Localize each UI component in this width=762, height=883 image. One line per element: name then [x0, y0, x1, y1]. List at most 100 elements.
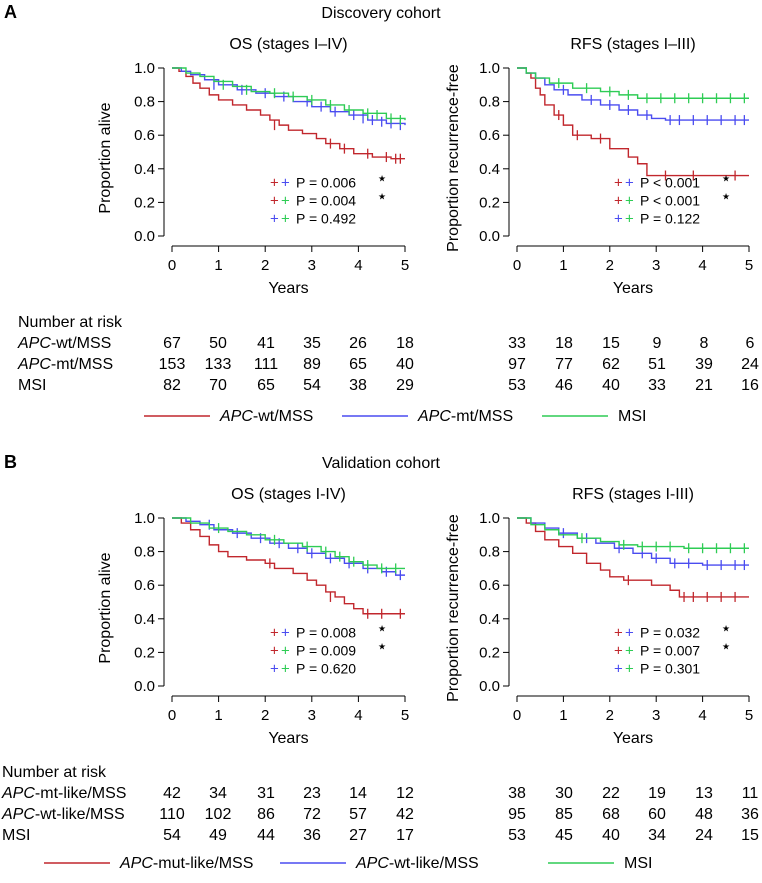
gene-name: APC: [17, 335, 51, 352]
gene-name: APC: [119, 855, 153, 872]
risk-count-os: 67: [163, 335, 181, 352]
risk-count-rfs: 6: [746, 335, 755, 352]
risk-count-rfs: 33: [648, 377, 666, 394]
annotation-plus-green: +: [281, 192, 290, 209]
risk-row-label: APC-wt-like/MSS: [1, 806, 125, 823]
risk-count-rfs: 48: [695, 806, 713, 823]
annotation-plus-red: +: [270, 174, 279, 191]
annotation-plus-red: +: [614, 642, 623, 659]
chart-title: RFS (stages I-III): [572, 486, 694, 503]
risk-count-rfs: 8: [700, 335, 709, 352]
panel-label: A: [4, 2, 17, 22]
x-tick-label: 5: [401, 257, 409, 274]
x-tick-label: 4: [354, 707, 362, 724]
x-tick-label: 2: [606, 707, 614, 724]
x-tick-label: 5: [401, 707, 409, 724]
risk-count-rfs: 45: [555, 827, 573, 844]
y-tick-label: 1.0: [479, 60, 500, 77]
annotation-plus-blue: +: [281, 624, 290, 641]
risk-count-rfs: 16: [741, 377, 759, 394]
annotation-plus-red: +: [614, 624, 623, 641]
y-axis-label: Proportion recurrence-free: [445, 64, 462, 252]
annotation-plus-blue: +: [270, 660, 279, 677]
y-tick-label: 0.4: [479, 611, 500, 628]
risk-row-label: APC-mt/MSS: [17, 356, 113, 373]
p-value: P = 0.006: [296, 174, 356, 190]
risk-count-os: 29: [396, 377, 414, 394]
risk-count-rfs: 68: [602, 806, 620, 823]
row-suffix: MSI: [18, 377, 46, 394]
chart-title: RFS (stages I–III): [570, 36, 695, 53]
legend-suffix: -mut-like/MSS: [153, 855, 253, 872]
row-suffix: -mt/MSS: [51, 356, 113, 373]
p-value: P = 0.009: [296, 642, 356, 658]
x-tick-label: 4: [698, 707, 706, 724]
risk-count-os: 110: [159, 806, 185, 823]
x-tick-label: 5: [745, 707, 753, 724]
x-axis-label: Years: [268, 280, 308, 297]
x-tick-label: 0: [513, 707, 521, 724]
x-axis-label: Years: [613, 280, 653, 297]
risk-count-rfs: 11: [742, 785, 759, 802]
row-suffix: -wt/MSS: [51, 335, 111, 352]
risk-count-rfs: 40: [602, 377, 620, 394]
y-tick-label: 0.4: [134, 611, 155, 628]
y-axis-label: Proportion recurrence-free: [445, 514, 462, 702]
risk-count-os: 72: [303, 806, 321, 823]
risk-row-label: MSI: [18, 377, 46, 394]
risk-count-os: 44: [257, 827, 275, 844]
km-curve-blue: [517, 67, 749, 121]
y-tick-label: 0.0: [134, 678, 155, 695]
x-tick-label: 1: [559, 257, 567, 274]
risk-count-rfs: 15: [741, 827, 759, 844]
risk-count-rfs: 24: [741, 356, 759, 373]
risk-count-os: 17: [396, 827, 414, 844]
risk-count-rfs: 85: [555, 806, 573, 823]
annotation-plus-green: +: [281, 660, 290, 677]
risk-count-rfs: 97: [508, 356, 526, 373]
p-value: P = 0.122: [640, 210, 700, 226]
risk-row-label: MSI: [2, 827, 30, 844]
x-tick-label: 3: [652, 707, 660, 724]
risk-count-os: 12: [396, 785, 414, 802]
risk-count-os: 42: [163, 785, 181, 802]
x-tick-label: 0: [168, 257, 176, 274]
risk-count-rfs: 18: [555, 335, 573, 352]
cohort-title: Validation cohort: [322, 455, 441, 472]
x-tick-label: 2: [261, 257, 269, 274]
risk-count-os: 14: [349, 785, 367, 802]
panel-a: A Discovery cohort OS (stages I–IV) 0.0 0.2 0…: [4, 2, 759, 425]
risk-count-rfs: 21: [695, 377, 713, 394]
x-tick-label: 0: [513, 257, 521, 274]
panel-b: B Validation cohort OS (stages I-IV) 0.0 0.2…: [1, 452, 759, 872]
legend-label: APC-mut-like/MSS: [119, 855, 253, 872]
risk-count-os: 41: [257, 335, 275, 352]
risk-count-os: 23: [303, 785, 321, 802]
risk-count-os: 102: [205, 806, 232, 823]
risk-count-rfs: 13: [695, 785, 713, 802]
y-axis-label: Proportion alive: [97, 552, 114, 663]
legend-suffix: -mt/MSS: [451, 408, 513, 425]
risk-count-os: 26: [349, 335, 367, 352]
annotation-plus-blue: +: [614, 660, 623, 677]
rfs-chart: RFS (stages I-III) 0.0 0.2 0.4 0.6 0.8 1.0 Prop…: [445, 486, 753, 747]
p-value: P < 0.001: [640, 192, 700, 208]
risk-count-os: 54: [163, 827, 181, 844]
km-curve-blue: [172, 517, 405, 576]
risk-count-rfs: 39: [695, 356, 713, 373]
legend-suffix: MSI: [618, 408, 646, 425]
legend-label: MSI: [624, 855, 652, 872]
y-axis-label: Proportion alive: [97, 102, 114, 213]
risk-count-os: 18: [396, 335, 414, 352]
risk-table-header: Number at risk: [2, 764, 107, 781]
km-curve-green: [172, 67, 406, 121]
x-tick-label: 5: [745, 257, 753, 274]
risk-count-rfs: 53: [508, 377, 526, 394]
legend-suffix: -wt/MSS: [253, 408, 313, 425]
km-curve-red: [172, 517, 405, 615]
annotation-plus-red: +: [614, 192, 623, 209]
risk-count-os: 34: [209, 785, 227, 802]
y-tick-label: 0.0: [479, 228, 500, 245]
p-value: P = 0.301: [640, 660, 700, 676]
